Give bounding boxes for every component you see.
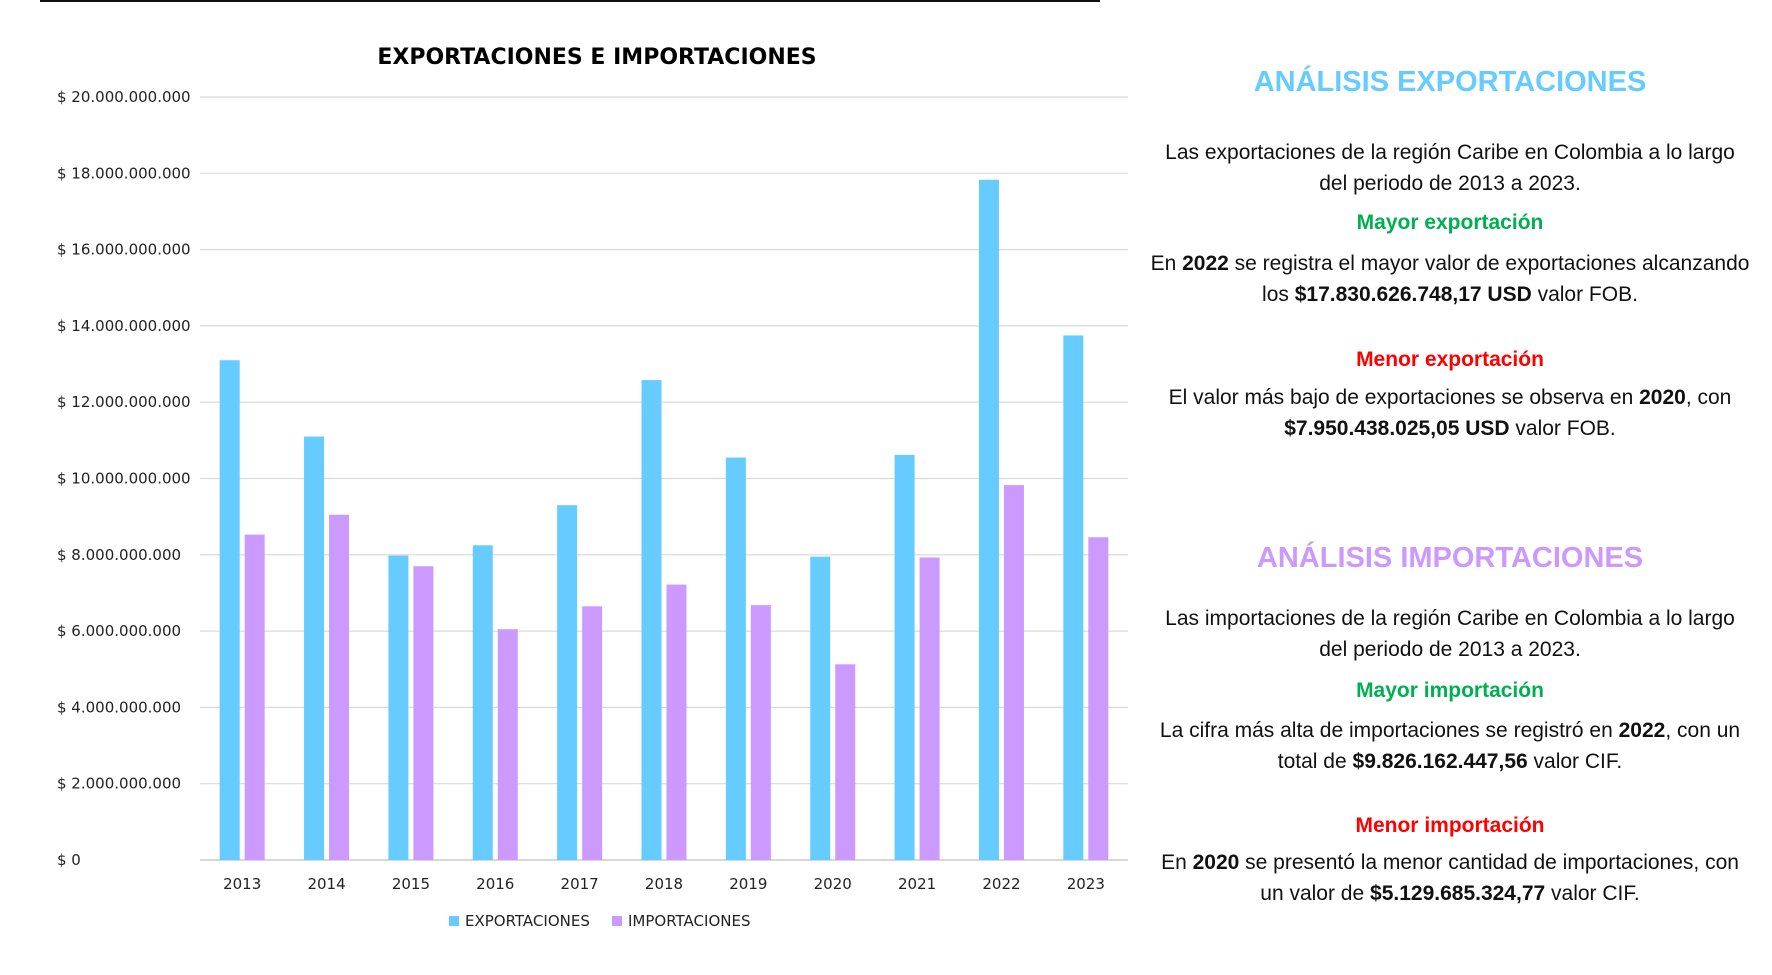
bar-importaciones-2020 [835, 664, 856, 860]
legend-label-importaciones: IMPORTACIONES [628, 912, 750, 930]
x-tick-label: 2023 [1067, 875, 1105, 893]
exports-intro: Las exportaciones de la región Caribe en… [1165, 141, 1735, 195]
exports-min-heading-block: Menor exportación [1150, 348, 1750, 372]
x-tick-label: 2014 [307, 875, 345, 893]
exports-min-text: El valor más bajo de exportaciones se ob… [1168, 386, 1732, 440]
y-tick-label: $ 4.000.000.000 [57, 698, 181, 716]
bar-importaciones-2018 [666, 584, 687, 860]
bar-importaciones-2019 [750, 605, 771, 860]
exports-max-text: En 2022 se registra el mayor valor de ex… [1150, 252, 1750, 306]
y-tick-label: $ 12.000.000.000 [57, 393, 191, 411]
legend-swatch-importaciones [612, 916, 622, 926]
bar-exportaciones-2018 [641, 380, 662, 860]
legend: EXPORTACIONES IMPORTACIONES [449, 912, 750, 930]
bar-exportaciones-2017 [557, 505, 578, 860]
x-tick-label: 2017 [561, 875, 599, 893]
exports-max-heading: Mayor exportación [1356, 211, 1544, 234]
bar-exportaciones-2016 [472, 545, 493, 860]
exports-analysis-panel: ANÁLISIS EXPORTACIONES [1150, 66, 1750, 99]
bar-importaciones-2014 [329, 514, 350, 860]
exports-min-heading: Menor exportación [1356, 348, 1544, 371]
bar-exportaciones-2015 [388, 555, 409, 860]
bar-importaciones-2022 [1003, 485, 1024, 860]
bar-exportaciones-2023 [1063, 335, 1084, 860]
bar-importaciones-2013 [244, 534, 265, 860]
y-tick-label: $ 16.000.000.000 [57, 241, 191, 259]
exports-intro-block: Las exportaciones de la región Caribe en… [1150, 137, 1750, 199]
chart-title: EXPORTACIONES E IMPORTACIONES [377, 45, 816, 70]
imports-analysis-panel: ANÁLISIS IMPORTACIONES [1150, 542, 1750, 575]
x-tick-label: 2020 [814, 875, 852, 893]
x-tick-label: 2021 [898, 875, 936, 893]
imports-min-block: En 2020 se presentó la menor cantidad de… [1150, 847, 1750, 909]
x-tick-label: 2015 [392, 875, 430, 893]
top-divider [40, 0, 1100, 2]
y-tick-label: $ 20.000.000.000 [57, 88, 191, 106]
imports-max-block: La cifra más alta de importaciones se re… [1150, 715, 1750, 777]
x-tick-label: 2022 [982, 875, 1020, 893]
imports-max-heading-block: Mayor importación [1150, 679, 1750, 703]
imports-intro-block: Las importaciones de la región Caribe en… [1150, 603, 1750, 665]
bar-exportaciones-2020 [810, 556, 831, 860]
imports-min-text: En 2020 se presentó la menor cantidad de… [1161, 851, 1739, 905]
bar-exportaciones-2022 [978, 179, 999, 860]
x-tick-label: 2018 [645, 875, 683, 893]
imports-min-heading-block: Menor importación [1150, 814, 1750, 838]
bar-exportaciones-2021 [894, 454, 915, 860]
exports-min-block: El valor más bajo de exportaciones se ob… [1150, 382, 1750, 444]
x-tick-label: 2016 [476, 875, 514, 893]
y-axis-ticks: $ 0 $ 2.000.000.000 $ 4.000.000.000 $ 6.000… [57, 88, 191, 869]
bar-importaciones-2023 [1088, 537, 1109, 860]
bar-chart: EXPORTACIONES E IMPORTACIONES $ 0 $ 2.000… [57, 45, 1128, 930]
legend-swatch-exportaciones [449, 916, 459, 926]
bar-exportaciones-2013 [219, 360, 240, 860]
imports-max-text: La cifra más alta de importaciones se re… [1159, 719, 1741, 773]
exports-max-heading-block: Mayor exportación [1150, 211, 1750, 235]
x-axis-ticks: 2013 2014 2015 2016 2017 2018 2019 2020 2021 2022… [223, 875, 1105, 893]
bar-importaciones-2017 [582, 606, 603, 860]
y-tick-label: $ 18.000.000.000 [57, 164, 191, 182]
bar-importaciones-2015 [413, 566, 434, 860]
imports-min-heading: Menor importación [1355, 814, 1545, 837]
exports-analysis-title: ANÁLISIS EXPORTACIONES [1253, 66, 1647, 98]
bar-importaciones-2016 [497, 629, 518, 860]
y-tick-label: $ 10.000.000.000 [57, 470, 191, 488]
imports-max-heading: Mayor importación [1356, 679, 1544, 702]
imports-analysis-title: ANÁLISIS IMPORTACIONES [1256, 542, 1644, 574]
y-tick-label: $ 14.000.000.000 [57, 317, 191, 335]
y-tick-label: $ 6.000.000.000 [57, 622, 181, 640]
bar-importaciones-2021 [919, 557, 940, 860]
gridlines [200, 96, 1128, 861]
legend-label-exportaciones: EXPORTACIONES [465, 912, 590, 930]
imports-intro: Las importaciones de la región Caribe en… [1165, 607, 1735, 661]
bars [219, 179, 1109, 860]
x-tick-label: 2019 [729, 875, 767, 893]
y-tick-label: $ 8.000.000.000 [57, 546, 181, 564]
x-tick-label: 2013 [223, 875, 261, 893]
y-tick-label: $ 0 [57, 851, 81, 869]
bar-exportaciones-2014 [304, 436, 325, 860]
y-tick-label: $ 2.000.000.000 [57, 775, 181, 793]
bar-exportaciones-2019 [725, 457, 746, 860]
exports-max-block: En 2022 se registra el mayor valor de ex… [1150, 248, 1750, 310]
